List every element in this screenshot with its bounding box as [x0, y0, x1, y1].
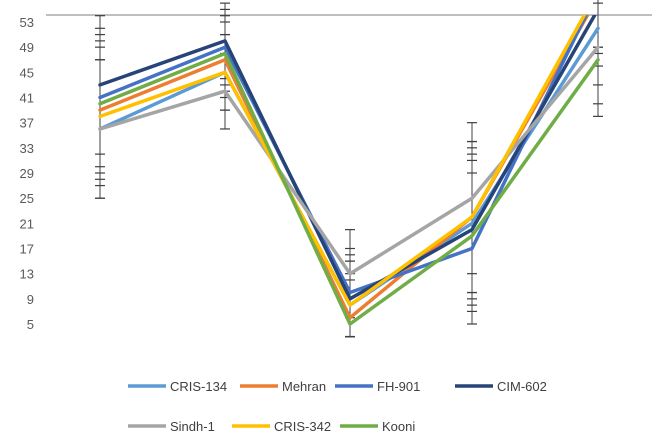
legend-label: Kooni	[382, 419, 415, 434]
legend-item: CIM-602	[455, 379, 547, 394]
legend: CRIS-134 Mehran FH-901 CIM-602 Sindh-1 CRIS-3…	[128, 379, 547, 434]
y-tick-label: 29	[20, 166, 34, 181]
series-lines	[98, 15, 600, 326]
series-line-cris-342	[98, 15, 587, 307]
legend-label: Mehran	[282, 379, 326, 394]
y-tick-label: 53	[20, 15, 34, 30]
legend-item: FH-901	[335, 379, 420, 394]
legend-label: CIM-602	[497, 379, 547, 394]
y-tick-label: 49	[20, 40, 34, 55]
y-tick-label: 41	[20, 91, 34, 106]
y-tick-label: 5	[27, 317, 34, 332]
legend-item: Kooni	[340, 419, 415, 434]
y-tick-label: 33	[20, 141, 34, 156]
legend-label: Sindh-1	[170, 419, 215, 434]
legend-item: CRIS-134	[128, 379, 227, 394]
series-line-cim-602	[98, 15, 597, 301]
y-tick-label: 45	[20, 65, 34, 80]
legend-item: CRIS-342	[232, 419, 331, 434]
y-tick-label: 9	[27, 292, 34, 307]
legend-label: CRIS-342	[274, 419, 331, 434]
series-line-kooni	[98, 51, 600, 326]
legend-label: FH-901	[377, 379, 420, 394]
error-bars	[95, 0, 603, 338]
legend-label: CRIS-134	[170, 379, 227, 394]
y-tick-label: 21	[20, 216, 34, 231]
y-tick-label: 25	[20, 191, 34, 206]
legend-item: Mehran	[240, 379, 326, 394]
y-tick-label: 37	[20, 116, 34, 131]
series-line-fh-901	[98, 15, 588, 295]
y-axis-tick-labels: 5 9 13 17 21 25 29 33 37 41 45 49 53	[20, 15, 34, 332]
series-line-sindh-1	[98, 45, 600, 276]
y-tick-label: 13	[20, 267, 34, 282]
legend-item: Sindh-1	[128, 419, 215, 434]
y-tick-label: 17	[20, 242, 34, 257]
